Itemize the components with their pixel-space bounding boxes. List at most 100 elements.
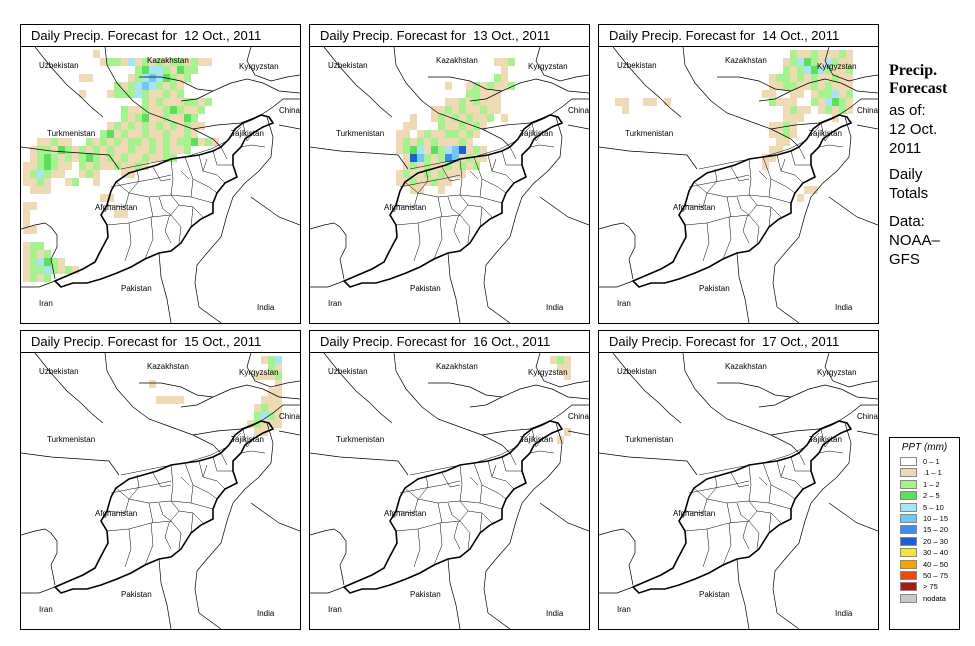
country-label-kyrgyzstan: Kyrgyzstan xyxy=(528,368,568,377)
border-line xyxy=(535,353,589,388)
precip-cell xyxy=(156,122,163,130)
precip-cell xyxy=(501,74,508,82)
precip-cell xyxy=(149,380,156,388)
province-line xyxy=(152,472,172,488)
as-of-label: as of: xyxy=(889,102,926,119)
precip-cell xyxy=(797,66,804,74)
precip-cell xyxy=(480,154,487,162)
legend-item: 40 – 50 xyxy=(890,559,959,570)
precip-cell xyxy=(480,106,487,114)
precip-cell xyxy=(846,66,853,74)
border-line xyxy=(393,353,511,454)
province-line xyxy=(748,464,792,510)
precip-cell xyxy=(452,154,459,162)
precip-cell xyxy=(396,146,403,154)
province-line xyxy=(441,166,461,182)
precip-cell xyxy=(466,122,473,130)
precip-cell xyxy=(100,130,107,138)
precip-cell xyxy=(142,98,149,106)
province-line xyxy=(437,196,443,218)
country-label-uzbekistan: Uzbekistan xyxy=(328,367,368,376)
precip-cell xyxy=(114,138,121,146)
border-line xyxy=(158,558,172,629)
river-line xyxy=(698,432,820,476)
precip-cell xyxy=(804,58,811,66)
border-line xyxy=(824,353,878,388)
border-line xyxy=(758,384,878,408)
precip-cell xyxy=(445,178,452,186)
precip-cell xyxy=(86,146,93,154)
precip-cell xyxy=(643,98,650,106)
province-line xyxy=(395,520,461,532)
precip-cell xyxy=(149,98,156,106)
border-line xyxy=(310,146,409,170)
precip-cell xyxy=(797,114,804,122)
data-source: NOAA– xyxy=(889,232,940,249)
precip-cell xyxy=(832,106,839,114)
precip-cell xyxy=(438,106,445,114)
province-line xyxy=(684,520,750,532)
precip-cell xyxy=(163,106,170,114)
border-line xyxy=(21,222,58,280)
precip-cell xyxy=(438,146,445,154)
border-line xyxy=(246,353,300,388)
precip-cell xyxy=(487,106,494,114)
precip-cell xyxy=(135,74,142,82)
precip-cell xyxy=(135,154,142,162)
precip-cell xyxy=(275,420,282,428)
precip-cell xyxy=(142,58,149,66)
precip-cell xyxy=(30,242,37,250)
precip-cell xyxy=(44,274,51,282)
precip-cell xyxy=(846,50,853,58)
precip-cell xyxy=(438,138,445,146)
precip-cell xyxy=(121,130,128,138)
province-line xyxy=(190,512,194,534)
border-line xyxy=(393,47,511,148)
precip-cells xyxy=(23,50,219,282)
precip-map-13-oct: Kazakhstan Uzbekistan Kyrgyzstan China Turkm… xyxy=(310,47,589,323)
province-line xyxy=(170,464,214,510)
province-line xyxy=(106,498,130,514)
province-line xyxy=(413,528,421,568)
precip-cell xyxy=(128,162,135,170)
precip-cell xyxy=(184,130,191,138)
precip-cell xyxy=(107,146,114,154)
precip-cell xyxy=(783,130,790,138)
forecast-panel-5: Daily Precip. Forecast for 16 Oct., 2011… xyxy=(309,330,590,630)
country-label-tajikistan: Tajikistan xyxy=(520,129,553,138)
border-line xyxy=(198,612,222,629)
precip-cell xyxy=(58,154,65,162)
precip-cell xyxy=(100,154,107,162)
precip-cell xyxy=(114,154,121,162)
river-line xyxy=(240,144,266,148)
precip-cell xyxy=(23,178,30,186)
country-label-china: China xyxy=(279,412,300,421)
river-line xyxy=(120,432,242,476)
precip-cell xyxy=(494,58,501,66)
precip-cell xyxy=(480,146,487,154)
province-line xyxy=(501,150,522,166)
precip-cell xyxy=(44,138,51,146)
legend-item: 30 – 40 xyxy=(890,547,959,558)
precip-cell xyxy=(170,138,177,146)
border-line xyxy=(198,306,222,323)
province-line xyxy=(106,520,172,532)
province-line xyxy=(509,452,517,466)
precip-cell xyxy=(184,74,191,82)
precip-cell xyxy=(445,162,452,170)
precip-cell xyxy=(473,130,480,138)
precip-cell xyxy=(804,50,811,58)
border-line xyxy=(139,382,214,398)
precip-cell xyxy=(769,122,776,130)
precip-cell xyxy=(100,162,107,170)
precip-cell xyxy=(445,130,452,138)
precip-cell xyxy=(65,266,72,274)
precip-cell xyxy=(30,226,37,234)
precip-cell xyxy=(783,114,790,122)
country-label-kyrgyzstan: Kyrgyzstan xyxy=(817,368,857,377)
precip-cell xyxy=(205,138,212,146)
country-label-pakistan: Pakistan xyxy=(699,284,730,293)
precip-cell xyxy=(268,412,275,420)
legend-label: > 75 xyxy=(923,582,938,592)
precip-cell xyxy=(72,178,79,186)
